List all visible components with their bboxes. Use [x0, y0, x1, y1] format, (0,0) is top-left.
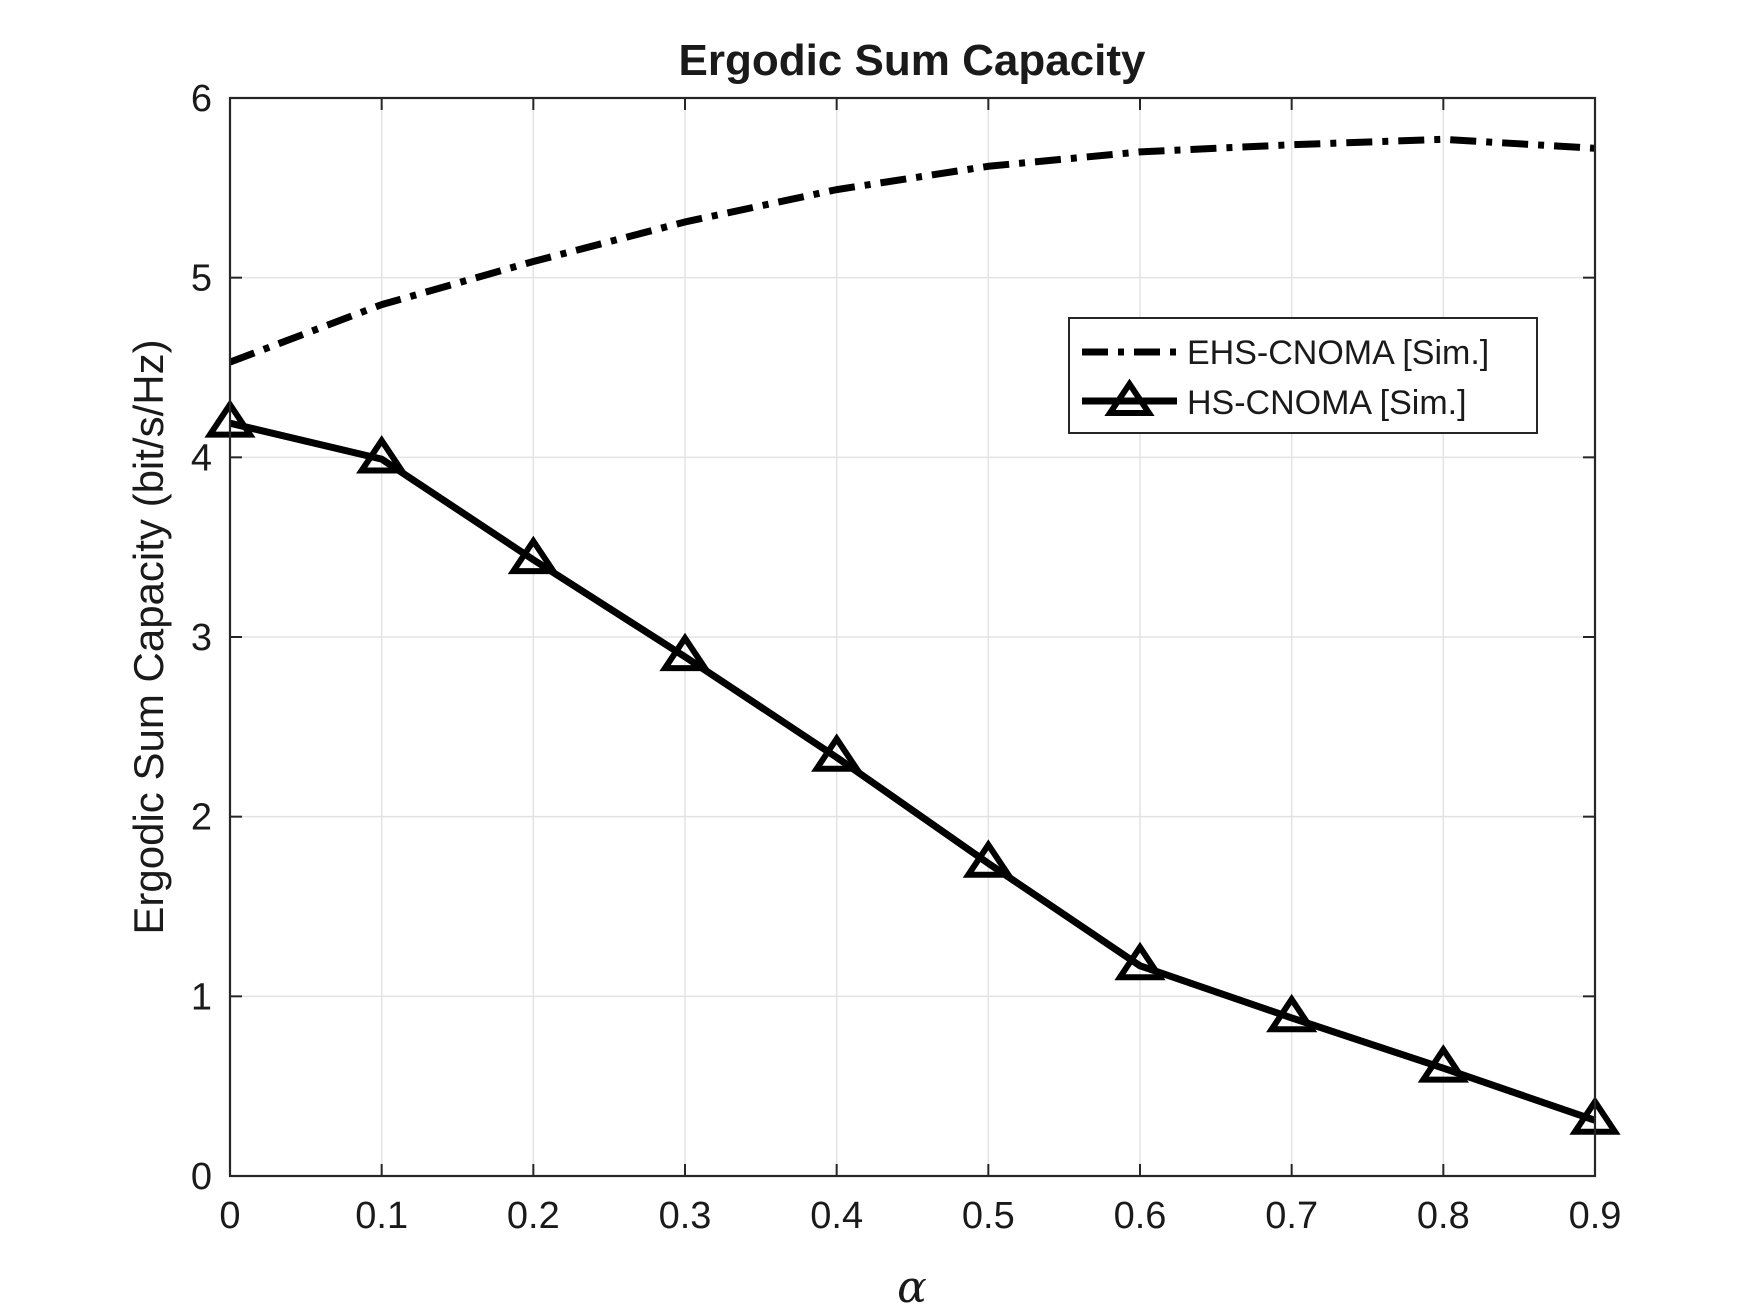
- y-tick-label: 6: [191, 78, 212, 120]
- y-tick-label: 4: [191, 437, 212, 479]
- x-tick-label: 0.7: [1265, 1195, 1318, 1237]
- data-point-marker: [507, 535, 559, 575]
- x-tick-label: 0.4: [810, 1195, 863, 1237]
- x-axis-label: α: [897, 1262, 927, 1313]
- plot-frame: [228, 96, 1597, 1178]
- data-point-marker: [1417, 1044, 1469, 1083]
- data-point-marker: [962, 839, 1014, 878]
- series-line-ehs-cnoma-sim: [228, 135, 1596, 366]
- data-point-marker: [356, 435, 408, 474]
- y-tick-label: 3: [191, 617, 212, 659]
- y-tick-label: 0: [191, 1156, 212, 1198]
- x-tick-label: 0.6: [1114, 1195, 1167, 1237]
- x-tick-label: 0.9: [1569, 1195, 1622, 1237]
- data-point-marker: [1114, 941, 1166, 981]
- y-tick-label: 5: [191, 258, 212, 300]
- y-axis-label: Ergodic Sum Capacity (bit/s/Hz): [125, 339, 172, 934]
- x-tick-label: 0.2: [507, 1195, 560, 1237]
- y-tick-label: 2: [191, 797, 212, 839]
- data-point-marker: [811, 733, 863, 772]
- data-point-marker: [1266, 993, 1318, 1033]
- x-tick-label: 0: [219, 1195, 240, 1237]
- x-tick-label: 0.1: [355, 1195, 408, 1237]
- series-lines: [204, 135, 1621, 1135]
- chart-title: Ergodic Sum Capacity: [678, 36, 1146, 85]
- legend-label-hs-cnoma: HS-CNOMA [Sim.]: [1187, 384, 1467, 422]
- tick-labels: 0 0.1 0.2 0.3 0.4 0.5 0.6 0.7 0.8 0.9 0 1 2 3 4 5 6: [191, 78, 1622, 1237]
- x-tick-label: 0.8: [1417, 1195, 1470, 1237]
- x-tick-label: 0.5: [962, 1195, 1015, 1237]
- legend-label-ehs-cnoma: EHS-CNOMA [Sim.]: [1187, 334, 1489, 372]
- y-tick-label: 1: [191, 976, 212, 1018]
- data-point-marker: [659, 632, 711, 672]
- legend-marker-triangle: [1104, 378, 1155, 416]
- series-line-hs-cnoma-sim: [229, 419, 1597, 1124]
- legend: EHS-CNOMA [Sim.] HS-CNOMA [Sim.]: [1068, 317, 1538, 434]
- x-tick-label: 0.3: [659, 1195, 712, 1237]
